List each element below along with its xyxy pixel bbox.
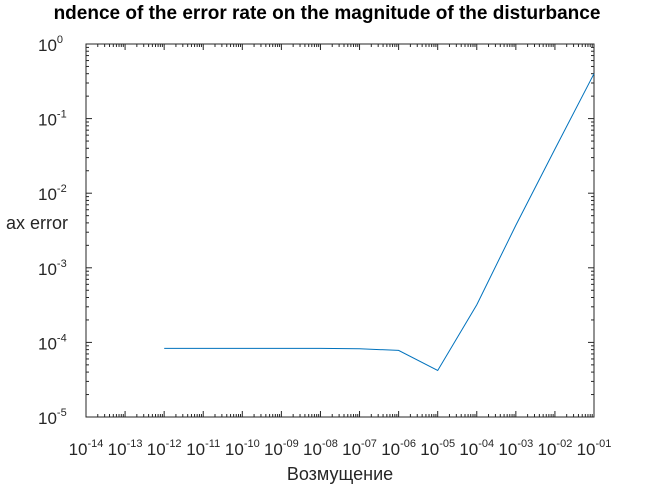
tick-base: 10 xyxy=(147,440,166,459)
tick-base: 10 xyxy=(420,440,439,459)
tick-base: 10 xyxy=(225,440,244,459)
tick-exponent: 0 xyxy=(57,34,63,46)
tick-exponent: -02 xyxy=(556,438,572,450)
x-tick-label: 10-01 xyxy=(577,438,612,459)
series-line xyxy=(164,73,595,372)
plot-area xyxy=(86,44,594,417)
x-tick-label: 10-08 xyxy=(303,438,338,459)
tick-base: 10 xyxy=(108,440,127,459)
x-tick-label: 10-07 xyxy=(342,438,377,459)
chart-title: ndence of the error rate on the magnitud… xyxy=(54,3,601,24)
tick-base: 10 xyxy=(498,440,517,459)
x-tick-label: 10-06 xyxy=(381,438,416,459)
tick-exponent: -13 xyxy=(127,438,143,450)
tick-exponent: -14 xyxy=(88,438,104,450)
x-tick-label: 10-10 xyxy=(225,438,260,459)
tick-base: 10 xyxy=(303,440,322,459)
tick-base: 10 xyxy=(38,111,57,130)
tick-base: 10 xyxy=(38,185,57,204)
tick-base: 10 xyxy=(69,440,88,459)
x-tick-label: 10-02 xyxy=(538,438,573,459)
series-layer xyxy=(164,73,595,372)
tick-base: 10 xyxy=(264,440,283,459)
tick-exponent: -3 xyxy=(57,258,67,270)
tick-exponent: -08 xyxy=(322,438,338,450)
y-axis-label: ax error xyxy=(6,213,68,233)
y-tick-label: 10-2 xyxy=(38,183,67,204)
x-tick-label: 10-03 xyxy=(498,438,533,459)
tick-base: 10 xyxy=(381,440,400,459)
x-tick-label: 10-13 xyxy=(108,438,143,459)
tick-base: 10 xyxy=(538,440,557,459)
tick-base: 10 xyxy=(38,260,57,279)
y-tick-label: 10-5 xyxy=(38,407,67,428)
tick-exponent: -4 xyxy=(57,332,67,344)
tick-base: 10 xyxy=(577,440,596,459)
tick-exponent: -04 xyxy=(478,438,494,450)
x-axis-label: Возмущение xyxy=(287,464,393,484)
x-tick-label: 10-04 xyxy=(459,438,494,459)
tick-base: 10 xyxy=(459,440,478,459)
tick-base: 10 xyxy=(186,440,205,459)
tick-exponent: -1 xyxy=(57,109,67,121)
tick-exponent: -01 xyxy=(596,438,612,450)
x-tick-labels: 10-14 10-13 10-12 10-11 10-10 10-09 10-08 10-07… xyxy=(69,438,612,459)
x-tick-label: 10-14 xyxy=(69,438,104,459)
tick-exponent: -09 xyxy=(283,438,299,450)
tick-exponent: -11 xyxy=(205,438,220,450)
tick-base: 10 xyxy=(38,409,57,428)
y-tick-label: 10-4 xyxy=(38,332,67,353)
tick-base: 10 xyxy=(342,440,361,459)
x-tick-label: 10-11 xyxy=(186,438,220,459)
y-tick-label: 10-3 xyxy=(38,258,67,279)
tick-exponent: -5 xyxy=(57,407,67,419)
tick-base: 10 xyxy=(38,36,57,55)
tick-exponent: -07 xyxy=(361,438,377,450)
tick-exponent: -06 xyxy=(400,438,416,450)
tick-exponent: -12 xyxy=(166,438,182,450)
tick-exponent: -05 xyxy=(439,438,455,450)
major-ticks xyxy=(85,43,595,418)
tick-exponent: -10 xyxy=(244,438,260,450)
x-tick-label: 10-09 xyxy=(264,438,299,459)
tick-exponent: -03 xyxy=(517,438,533,450)
tick-exponent: -2 xyxy=(57,183,67,195)
tick-base: 10 xyxy=(38,334,57,353)
x-tick-label: 10-05 xyxy=(420,438,455,459)
plot-frame xyxy=(85,43,595,418)
y-tick-label: 10-1 xyxy=(38,109,67,130)
x-tick-label: 10-12 xyxy=(147,438,182,459)
y-tick-label: 100 xyxy=(38,34,63,55)
